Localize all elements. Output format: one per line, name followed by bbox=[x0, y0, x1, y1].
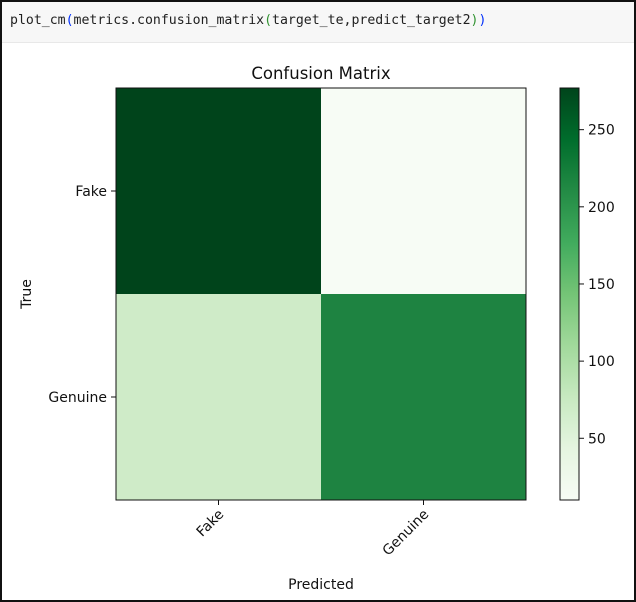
x-tick-label: Genuine bbox=[380, 507, 433, 560]
x-axis-ticks: Fake Genuine bbox=[194, 500, 433, 560]
y-tick-label: Genuine bbox=[48, 390, 107, 406]
colorbar-ticks: 50 100 150 200 250 bbox=[579, 123, 615, 447]
y-axis-ticks: Fake Genuine bbox=[48, 184, 116, 406]
code-paren-close-inner: ) bbox=[470, 13, 479, 28]
y-tick-label: Fake bbox=[75, 184, 107, 200]
code-call: metrics.confusion_matrix bbox=[73, 13, 265, 28]
heatmap-cell bbox=[116, 88, 321, 294]
colorbar-tick-label: 50 bbox=[588, 431, 606, 447]
colorbar-tick-label: 100 bbox=[588, 354, 615, 370]
x-axis-label: Predicted bbox=[288, 577, 354, 593]
plot-frame bbox=[115, 87, 527, 501]
colorbar-tick-label: 250 bbox=[588, 123, 615, 139]
code-paren-close: ) bbox=[478, 13, 487, 28]
x-tick-label: Fake bbox=[194, 507, 228, 541]
heatmap-cell bbox=[116, 294, 321, 500]
heatmap-cell bbox=[321, 294, 526, 500]
code-args: target_te,predict_target2 bbox=[272, 13, 471, 28]
code-paren-open-inner: ( bbox=[264, 13, 273, 28]
heatmap-cell bbox=[321, 88, 526, 294]
colorbar bbox=[559, 87, 580, 501]
code-line: plot_cm(metrics.confusion_matrix(target_… bbox=[10, 13, 486, 28]
chart-title: Confusion Matrix bbox=[251, 64, 391, 83]
code-function-name: plot_cm bbox=[10, 13, 66, 28]
colorbar-tick-label: 200 bbox=[588, 200, 615, 216]
heatmap-cells bbox=[116, 88, 526, 500]
colorbar-tick-label: 150 bbox=[588, 277, 615, 293]
y-axis-label: True bbox=[19, 279, 35, 310]
code-paren-open: ( bbox=[65, 13, 74, 28]
code-cell[interactable]: plot_cm(metrics.confusion_matrix(target_… bbox=[2, 2, 634, 43]
